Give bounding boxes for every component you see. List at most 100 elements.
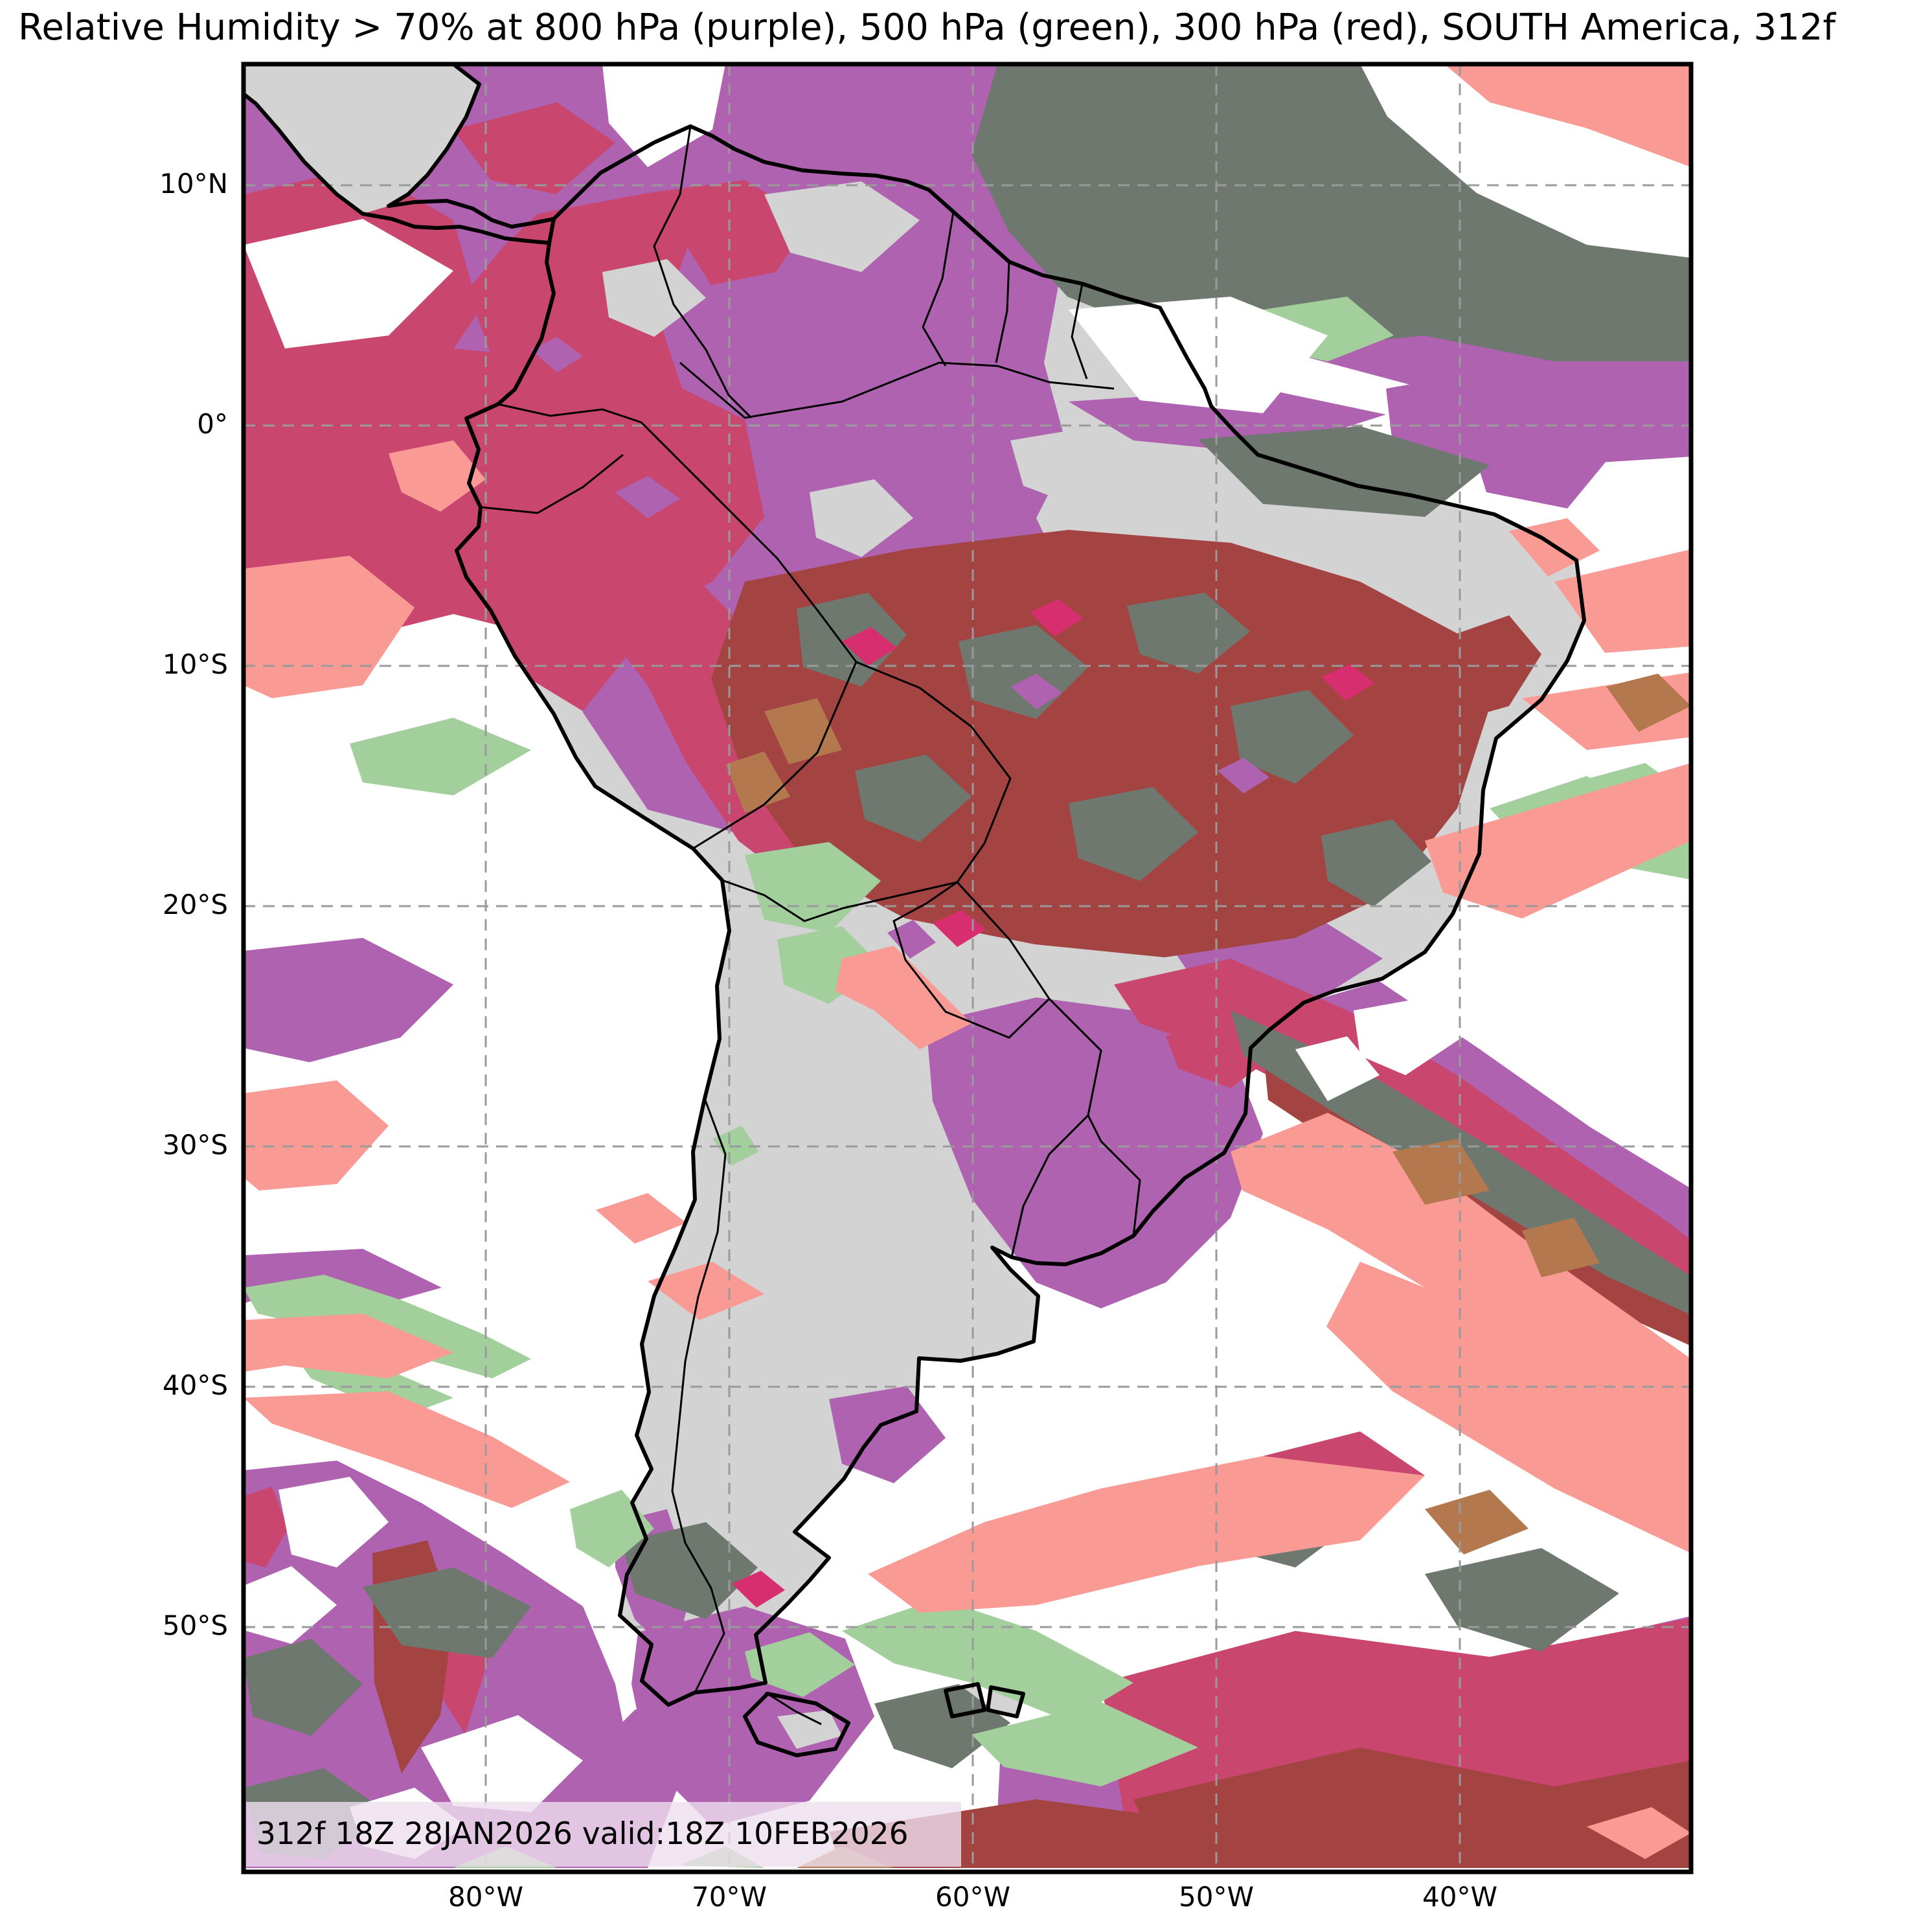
map-shape — [944, 1682, 1025, 1718]
map-shape — [745, 842, 881, 933]
map-shape — [1010, 1114, 1141, 1258]
map-shape — [874, 1684, 1010, 1768]
map-shape — [692, 661, 858, 850]
map-shape — [777, 1710, 842, 1749]
coastlines — [244, 64, 1586, 1757]
map-shape — [887, 920, 936, 959]
map-shape — [602, 259, 706, 337]
map-shape — [743, 1692, 850, 1757]
map-shape — [244, 219, 453, 348]
map-shape — [972, 1702, 1198, 1786]
map-shape — [455, 124, 1586, 1707]
map-shape — [722, 879, 958, 922]
map-shape — [1425, 1548, 1619, 1652]
map-shape — [1354, 997, 1464, 1075]
map-shape — [570, 400, 623, 439]
map-shape — [764, 385, 829, 427]
latitude-tick-label: 40°S — [162, 1369, 228, 1401]
map-shape — [1554, 549, 1691, 653]
map-shape — [725, 751, 790, 813]
map-shape — [679, 361, 1115, 419]
map-shape — [278, 1477, 389, 1567]
map-shape — [244, 1639, 363, 1736]
map-shape — [711, 530, 1488, 957]
map-shape — [1386, 334, 1691, 470]
map-shape — [244, 1391, 570, 1508]
map-shape — [244, 1080, 389, 1190]
map-shape — [421, 1715, 583, 1812]
map-shape — [640, 421, 858, 663]
page-title: Relative Humidity > 70% at 800 hPa (purp… — [18, 6, 1836, 49]
map-shape — [842, 627, 897, 666]
map-shape — [764, 181, 920, 272]
map-shape — [1606, 674, 1691, 732]
map-shape — [892, 881, 1051, 1039]
map-shape — [1127, 593, 1250, 674]
map-shape — [1392, 1139, 1490, 1205]
map-shape — [1522, 1218, 1600, 1277]
map-shape — [602, 64, 725, 167]
country-borders — [480, 126, 1141, 1726]
latitude-tick-label: 30°S — [162, 1129, 228, 1161]
map-shape — [615, 476, 680, 518]
overlay-300hpa-salmon — [244, 64, 1691, 1859]
map-shape — [765, 1691, 822, 1726]
latitude-tick-label: 50°S — [162, 1610, 228, 1641]
map-shape — [1231, 690, 1354, 784]
map-shape — [389, 440, 486, 512]
latitude-tick-label: 10°S — [162, 648, 228, 680]
map-shape — [1218, 758, 1269, 793]
map-shape — [1321, 664, 1374, 701]
latitude-tick-label: 20°S — [162, 889, 228, 920]
map-shape — [244, 938, 453, 1062]
map-shape — [810, 479, 913, 557]
map-shape — [1587, 1807, 1691, 1859]
map-shape — [1321, 819, 1431, 907]
map-shape — [531, 337, 583, 372]
longitude-tick-label: 40°W — [1422, 1881, 1497, 1913]
map-shape — [842, 1599, 1133, 1722]
map-shape — [1069, 297, 1328, 413]
longitude-tick-label: 80°W — [448, 1881, 523, 1913]
map-shape — [926, 997, 1263, 1308]
map-shape — [350, 718, 531, 795]
overlay-brown — [725, 674, 1691, 1868]
map-shape — [868, 1456, 1425, 1613]
map-shape — [922, 211, 955, 367]
map-shape — [1295, 1036, 1380, 1101]
map-shape — [995, 261, 1010, 363]
latitude-tick-label: 0° — [197, 408, 228, 440]
map-shape — [1010, 674, 1062, 709]
map-shape — [244, 64, 556, 245]
map-shape — [244, 1486, 288, 1567]
map-shape — [244, 64, 479, 214]
longitude-tick-label: 50°W — [1179, 1881, 1254, 1913]
map-shape — [244, 556, 415, 698]
map-shape — [732, 1571, 785, 1608]
map-shape — [1425, 763, 1691, 918]
overlay-brick-red — [372, 530, 1691, 1868]
longitude-tick-label: 70°W — [692, 1881, 767, 1913]
map-shape — [244, 1314, 453, 1378]
map-shape — [1457, 615, 1541, 719]
map-shape — [1069, 787, 1198, 881]
latitude-tick-label: 10°N — [159, 168, 228, 199]
map-shape — [1048, 997, 1102, 1116]
map-shape — [764, 698, 842, 764]
map-shape — [855, 755, 972, 842]
map-shape — [497, 403, 642, 424]
map-shape — [648, 1262, 764, 1320]
land-patches — [244, 64, 1133, 1749]
map-frame — [241, 62, 1694, 1874]
map-shape — [453, 102, 615, 194]
map-shape — [1133, 1748, 1691, 1868]
map-shape — [1071, 283, 1088, 380]
map-shape — [1326, 1262, 1691, 1553]
map-shape — [622, 1522, 758, 1619]
map-shape — [363, 1567, 531, 1658]
map-shape — [653, 126, 753, 419]
forecast-stamp: 312f 18Z 28JAN2026 valid:18Z 10FEB2026 — [246, 1802, 961, 1867]
map-shape — [244, 348, 764, 646]
